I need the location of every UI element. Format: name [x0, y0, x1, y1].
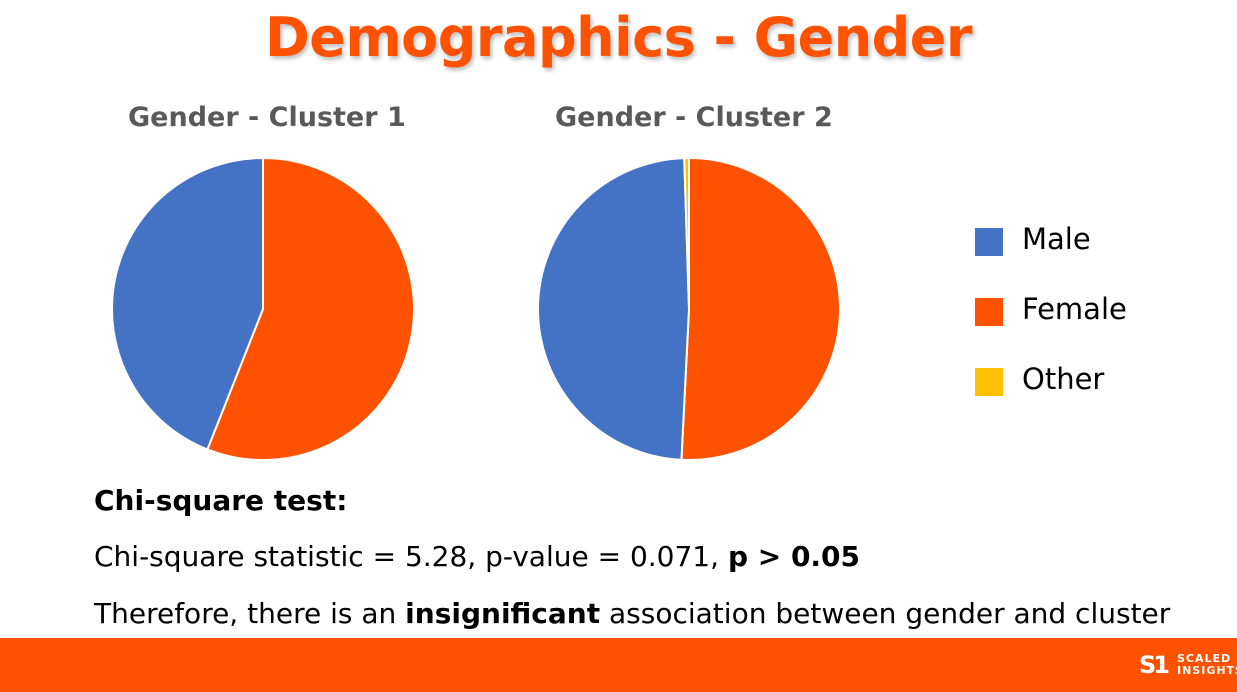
cluster-1-slice-male	[111, 156, 264, 451]
legend-label-male: Male	[1022, 222, 1091, 256]
cluster-2-slice-male	[537, 157, 691, 461]
page-title: Demographics - Gender	[264, 6, 973, 69]
legend-label-other: Other	[1022, 362, 1105, 396]
conclusion-emphasis: insignificant	[405, 597, 601, 630]
legend-swatch-female	[975, 298, 1003, 326]
conclusion-prefix: Therefore, there is an	[94, 597, 406, 630]
cluster-1-slice-female	[206, 156, 415, 461]
p-value-threshold: p > 0.05	[727, 540, 861, 573]
logo-text-line2: INSIGHTS	[1177, 664, 1237, 677]
legend-swatch-male	[975, 228, 1003, 256]
legend-label-female: Female	[1022, 292, 1127, 326]
conclusion-suffix: association between gender and cluster	[600, 597, 1171, 630]
scaled-insights-logo: S1 SCALED INSIGHTS	[1139, 651, 1237, 681]
chart-title-cluster-2: Gender - Cluster 2	[555, 102, 833, 133]
legend-swatch-other	[975, 368, 1003, 396]
chi-square-heading: Chi-square test:	[94, 484, 348, 517]
pie-chart-cluster-1	[111, 156, 415, 461]
logo-text: SCALED INSIGHTS	[1177, 653, 1237, 677]
pie-chart-cluster-2	[537, 156, 841, 461]
cluster-2-slice-other	[683, 156, 690, 310]
logo-text-line1: SCALED	[1177, 652, 1232, 665]
chi-square-result: Chi-square statistic = 5.28, p-value = 0…	[94, 540, 860, 573]
chi-square-values: Chi-square statistic = 5.28, p-value = 0…	[94, 540, 728, 573]
logo-mark: S1	[1139, 651, 1170, 679]
chart-title-cluster-1: Gender - Cluster 1	[128, 102, 406, 133]
cluster-2-slice-female	[680, 156, 841, 461]
footer-bar: S1 SCALED INSIGHTS	[0, 638, 1237, 692]
conclusion-text: Therefore, there is an insignificant ass…	[94, 597, 1170, 630]
